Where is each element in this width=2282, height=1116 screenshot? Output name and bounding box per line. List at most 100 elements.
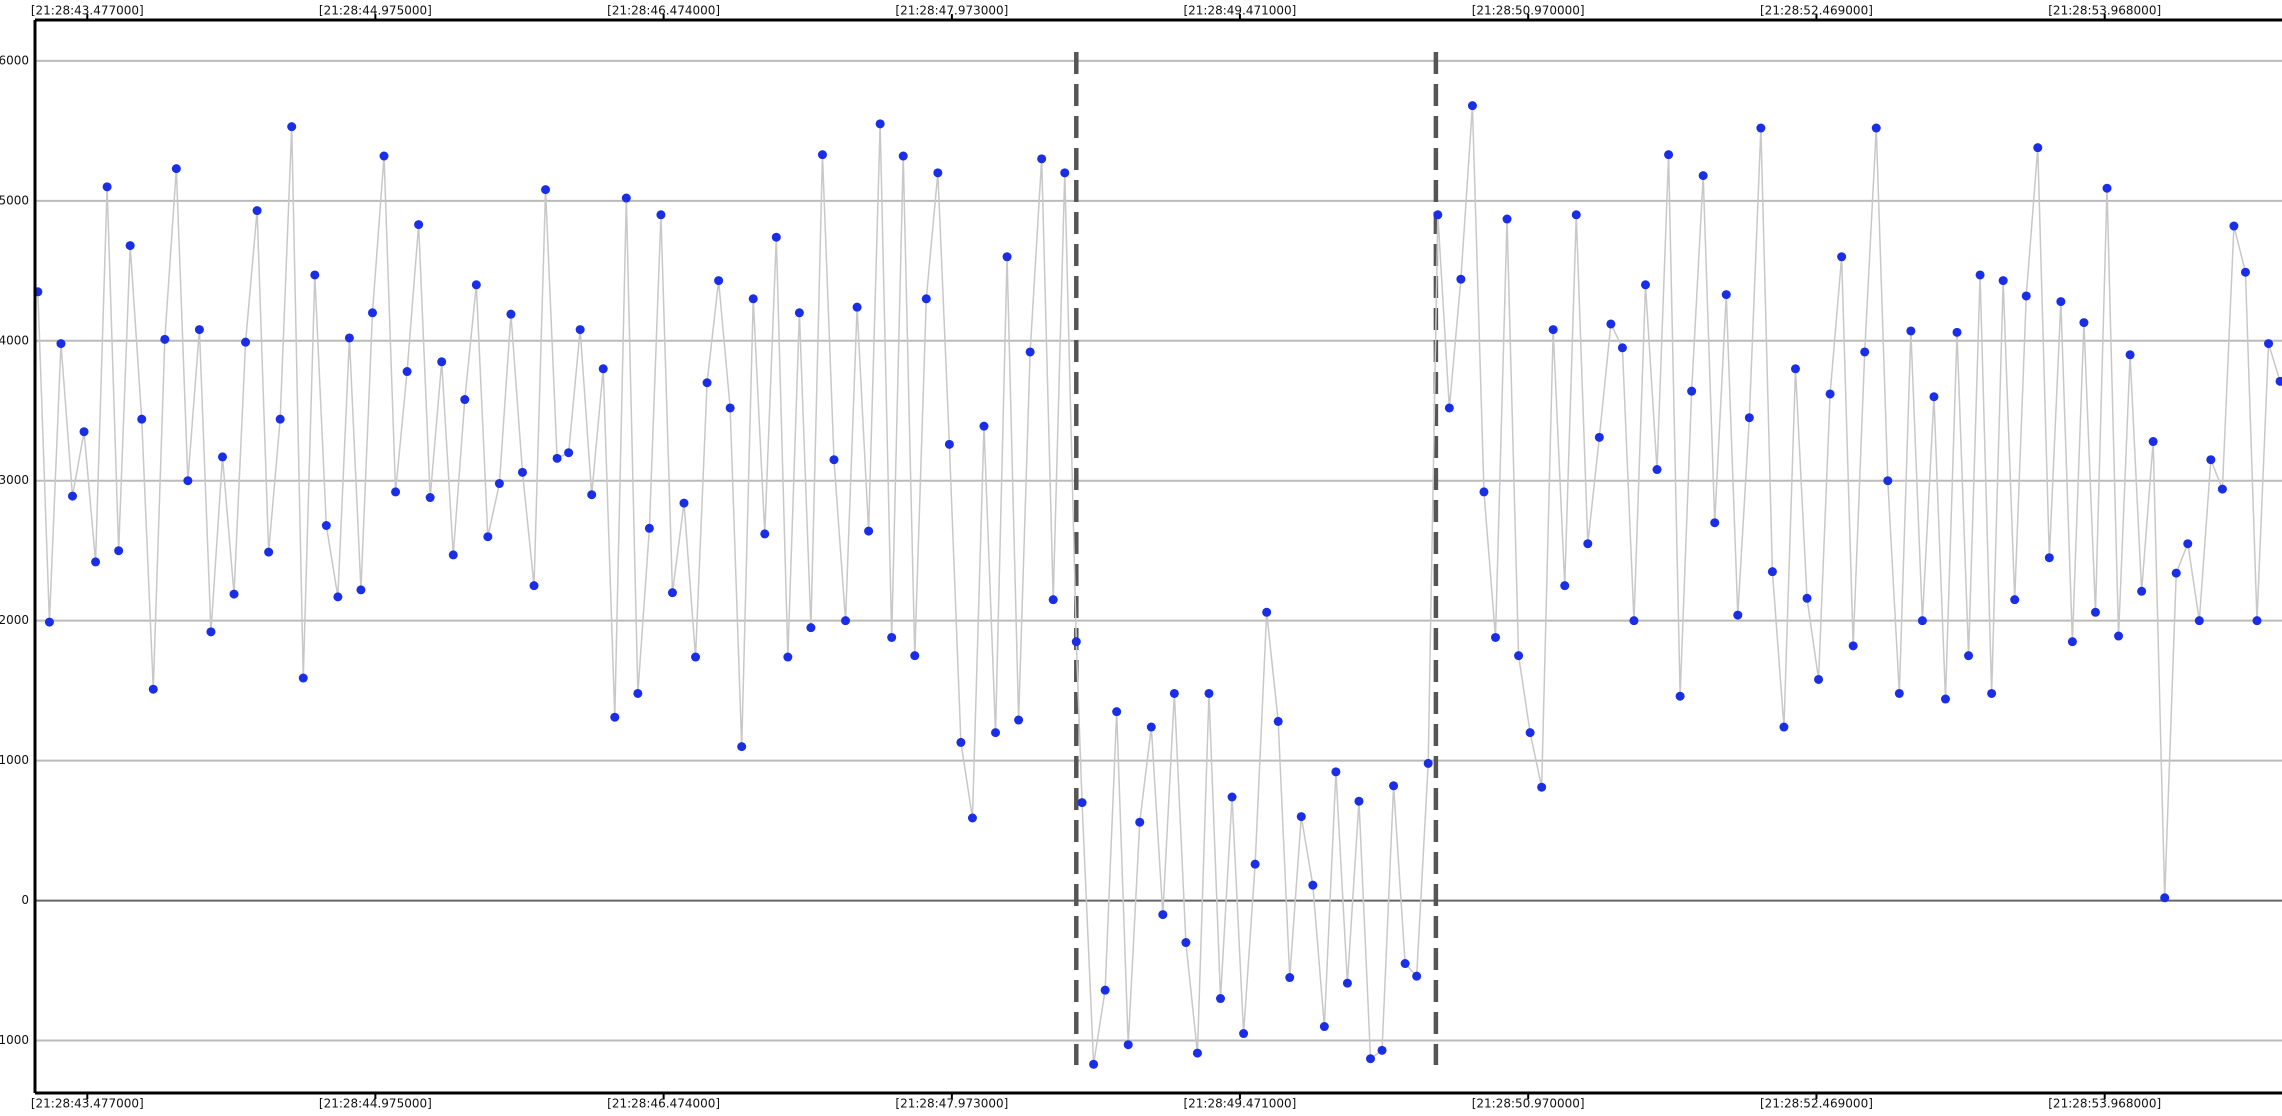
point — [1906, 326, 1916, 336]
point — [1964, 651, 1974, 661]
point — [1308, 880, 1318, 890]
point — [344, 333, 354, 343]
x-tick-label-bottom: [21:28:52.469000] — [1760, 1097, 1873, 1111]
point — [898, 151, 908, 161]
point — [2148, 437, 2158, 447]
x-tick-label-bottom: [21:28:44.975000] — [319, 1097, 432, 1111]
point — [944, 439, 954, 449]
x-tick-label-top: [21:28:44.975000] — [319, 4, 432, 18]
point — [437, 357, 447, 367]
point — [979, 421, 989, 431]
point — [1025, 347, 1035, 357]
point — [956, 737, 966, 747]
point — [2217, 484, 2227, 494]
point — [494, 479, 504, 489]
point — [391, 487, 401, 497]
series-line — [37, 105, 2281, 1065]
point — [1423, 758, 1433, 768]
x-tick-label-top: [21:28:49.471000] — [1183, 4, 1296, 18]
x-tick-label-top: [21:28:43.477000] — [31, 4, 144, 18]
point — [1262, 607, 1272, 617]
point — [887, 632, 897, 642]
point — [1071, 637, 1081, 647]
point — [171, 164, 181, 174]
point — [1594, 432, 1604, 442]
point — [1698, 171, 1708, 181]
point — [2114, 631, 2124, 641]
point — [194, 325, 204, 335]
y-tick-label: 1000 — [0, 753, 29, 767]
point — [541, 185, 551, 195]
point — [967, 813, 977, 823]
point — [2171, 568, 2181, 578]
point — [44, 617, 54, 627]
point — [598, 364, 608, 374]
point — [56, 339, 66, 349]
point — [148, 684, 158, 694]
point — [229, 589, 239, 599]
point — [1825, 389, 1835, 399]
point — [1250, 859, 1260, 869]
point — [1975, 270, 1985, 280]
point — [1583, 539, 1593, 549]
point — [379, 151, 389, 161]
point — [1227, 792, 1237, 802]
point — [1296, 812, 1306, 822]
point — [2033, 143, 2043, 153]
point — [1112, 707, 1122, 717]
point — [2183, 539, 2193, 549]
point — [2206, 455, 2216, 465]
point — [2252, 616, 2262, 626]
point — [1998, 276, 2008, 286]
point — [1467, 101, 1477, 111]
point — [206, 627, 216, 637]
point — [1664, 150, 1674, 160]
y-tick-label: 0 — [21, 893, 29, 907]
y-tick-label: 4000 — [0, 333, 29, 347]
x-tick-label-bottom: [21:28:53.968000] — [2048, 1097, 2161, 1111]
point — [817, 150, 827, 160]
point — [1366, 1054, 1376, 1064]
point — [1002, 252, 1012, 262]
frame — [33, 18, 2282, 1095]
point — [1412, 971, 1422, 981]
point — [1640, 280, 1650, 290]
point — [1952, 327, 1962, 337]
point — [241, 337, 251, 347]
point — [1192, 1048, 1202, 1058]
x-tick-label-bottom: [21:28:47.973000] — [895, 1097, 1008, 1111]
point — [1560, 581, 1570, 591]
point — [425, 493, 435, 503]
point — [621, 193, 631, 203]
point — [1377, 1045, 1387, 1055]
x-tick-label-bottom: [21:28:49.471000] — [1183, 1097, 1296, 1111]
point — [1037, 154, 1047, 164]
point — [125, 241, 135, 251]
point — [1883, 476, 1893, 486]
point — [691, 652, 701, 662]
point — [841, 616, 851, 626]
point — [1014, 715, 1024, 725]
point — [2264, 339, 2274, 349]
point — [1048, 595, 1058, 605]
point — [794, 308, 804, 318]
point — [991, 728, 1001, 738]
point — [1239, 1029, 1249, 1039]
point — [102, 182, 112, 192]
x-tick-label-top: [21:28:47.973000] — [895, 4, 1008, 18]
point — [564, 448, 574, 458]
point — [667, 588, 677, 598]
point — [1502, 214, 1512, 224]
point — [864, 526, 874, 536]
point — [852, 302, 862, 312]
point — [875, 119, 885, 129]
point — [356, 585, 366, 595]
point — [114, 546, 124, 556]
point — [1169, 688, 1179, 698]
point — [1479, 487, 1489, 497]
point — [217, 452, 227, 462]
point — [910, 651, 920, 661]
point — [1491, 632, 1501, 642]
point — [921, 294, 931, 304]
